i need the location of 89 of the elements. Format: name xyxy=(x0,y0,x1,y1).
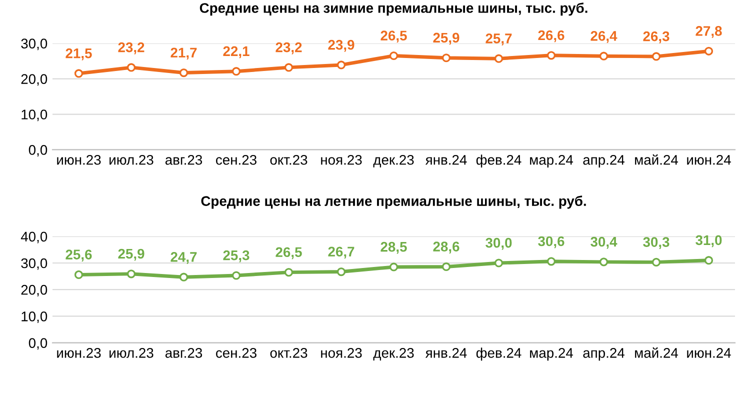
point xyxy=(652,258,661,267)
x-tick-label: ноя.23 xyxy=(321,154,362,165)
point xyxy=(442,262,451,272)
data-label: 25,9 xyxy=(118,248,144,261)
point xyxy=(284,268,294,277)
data-label: 23,2 xyxy=(118,42,144,54)
x-tick-label: янв.24 xyxy=(425,348,467,358)
y-tick-label: 0,0 xyxy=(28,338,48,350)
x-tick-label: апр.24 xyxy=(583,154,624,168)
data-label: 26,7 xyxy=(328,246,354,259)
point xyxy=(494,54,504,63)
point xyxy=(599,52,608,60)
point xyxy=(74,69,84,78)
point xyxy=(336,267,346,276)
point xyxy=(336,60,346,70)
data-label: 26,6 xyxy=(538,30,564,42)
y-tick-label: 10,0 xyxy=(22,312,48,323)
chart-title: Средние цены на зимние премиальные шины, тыс. руб. xyxy=(200,2,588,16)
point xyxy=(704,46,714,56)
data-label: 24,7 xyxy=(170,252,197,264)
point xyxy=(704,256,714,265)
x-tick-label: дек.23 xyxy=(373,154,414,168)
y-tick-label: 30,0 xyxy=(21,258,48,270)
chart-title: Средние цены на летние премиальные шины, тыс. руб. xyxy=(201,196,586,209)
point xyxy=(494,258,504,268)
point xyxy=(232,271,241,280)
point xyxy=(389,51,398,60)
x-tick-label: окт.23 xyxy=(270,154,308,165)
x-tick-label: май.24 xyxy=(635,347,678,358)
x-tick-label: фев.24 xyxy=(476,154,522,168)
data-label: 30,6 xyxy=(538,236,564,248)
data-label: 23,9 xyxy=(328,40,354,52)
data-label: 31,0 xyxy=(696,235,722,248)
data-label: 22,1 xyxy=(223,46,250,58)
data-label: 30,3 xyxy=(643,237,670,249)
y-tick-label: 20,0 xyxy=(21,74,48,86)
x-tick-label: авг.23 xyxy=(165,348,202,358)
data-label: 30,0 xyxy=(486,238,512,250)
data-label: 30,4 xyxy=(590,236,618,249)
point xyxy=(126,270,136,278)
point xyxy=(389,262,398,272)
x-tick-label: июн.24 xyxy=(687,154,731,165)
x-tick-label: май.24 xyxy=(635,154,678,165)
x-tick-label: июн.23 xyxy=(57,154,101,165)
data-label: 26,5 xyxy=(380,30,407,43)
x-tick-label: мар.24 xyxy=(530,348,573,361)
y-tick-label: 20,0 xyxy=(21,284,48,296)
x-tick-label: апр.24 xyxy=(583,348,624,361)
data-label: 21,7 xyxy=(170,48,197,60)
point xyxy=(284,63,294,72)
x-tick-label: авг.23 xyxy=(165,154,202,165)
data-label: 25,7 xyxy=(486,34,512,46)
point xyxy=(232,67,241,76)
data-label: 26,3 xyxy=(643,31,670,44)
y-tick-label: 10,0 xyxy=(22,110,48,122)
y-tick-label: 0,0 xyxy=(28,145,48,157)
x-tick-label: июл.23 xyxy=(110,154,154,165)
x-tick-label: сен.23 xyxy=(216,348,256,358)
point xyxy=(599,258,608,266)
data-label: 28,5 xyxy=(380,242,407,254)
data-label: 28,6 xyxy=(433,242,460,254)
data-label: 26,4 xyxy=(590,31,618,43)
x-tick-label: июн.24 xyxy=(687,348,731,358)
point xyxy=(179,68,188,78)
x-tick-label: янв.24 xyxy=(425,154,467,165)
point xyxy=(179,272,188,282)
x-tick-label: июн.23 xyxy=(57,348,101,358)
point xyxy=(74,270,84,280)
x-tick-label: окт.23 xyxy=(270,348,308,358)
x-tick-label: июл.23 xyxy=(110,348,154,358)
x-tick-label: дек.23 xyxy=(373,348,414,360)
x-tick-label: сен.23 xyxy=(216,154,256,165)
point xyxy=(126,63,136,72)
y-tick-label: 40,0 xyxy=(20,232,48,244)
data-label: 25,6 xyxy=(66,250,92,262)
point xyxy=(546,51,556,60)
data-label: 23,2 xyxy=(276,42,302,54)
point xyxy=(442,54,451,62)
data-label: 26,5 xyxy=(276,247,302,260)
y-tick-label: 30,0 xyxy=(21,38,48,50)
point xyxy=(546,257,556,266)
data-label: 25,9 xyxy=(433,32,460,45)
data-label: 27,8 xyxy=(696,26,722,38)
data-label: 25,3 xyxy=(223,250,250,262)
point xyxy=(652,52,661,61)
x-tick-label: мар.24 xyxy=(530,154,573,168)
x-tick-label: фев.24 xyxy=(476,348,522,361)
x-tick-label: ноя.23 xyxy=(321,348,362,358)
data-label: 21,5 xyxy=(66,48,92,60)
